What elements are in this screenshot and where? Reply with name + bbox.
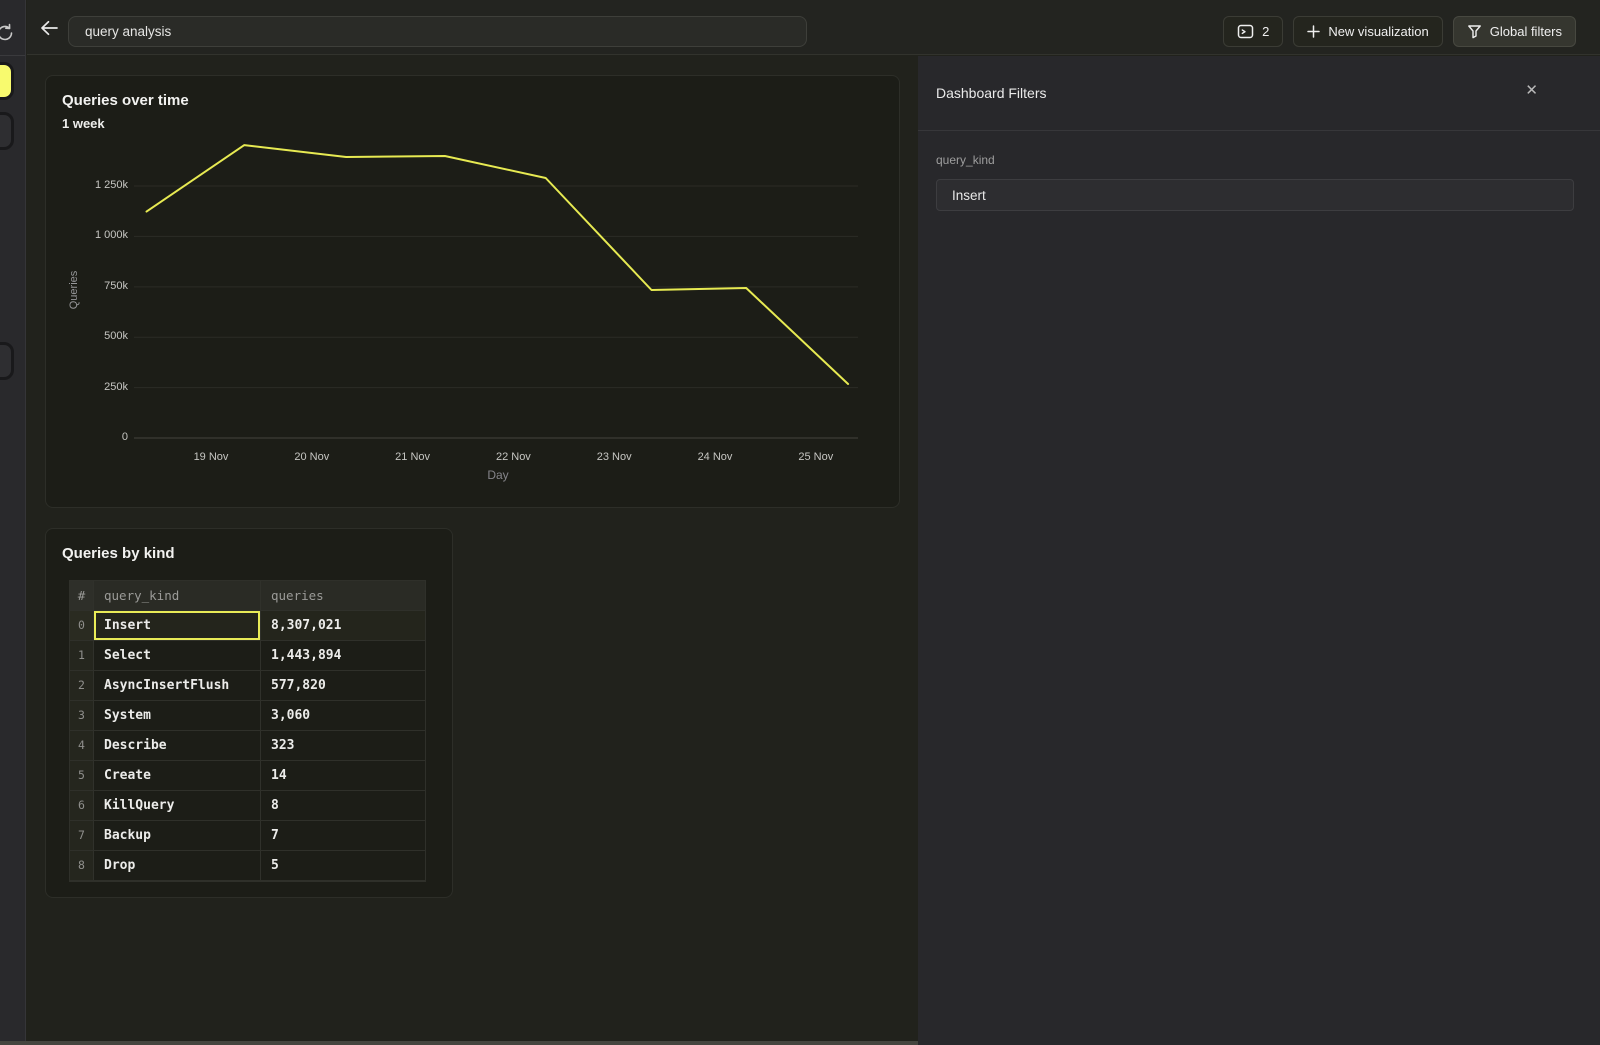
refresh-icon[interactable] [0,22,16,44]
y-tick: 500k [46,330,128,342]
queries-by-kind-table: #query_kindqueries 0Insert8,307,0211Sele… [69,580,426,882]
bottom-edge [0,1041,918,1045]
queries-line-chart [134,131,858,438]
row-index: 8 [70,851,94,881]
series-queries [147,145,849,384]
back-button[interactable] [37,16,61,40]
row-index: 1 [70,641,94,671]
chart-title: Queries over time [62,92,189,109]
table-row: 2AsyncInsertFlush577,820 [70,671,425,701]
row-index: 0 [70,611,94,641]
table-cell[interactable]: 14 [261,761,425,791]
table-cell[interactable]: Describe [94,731,261,761]
x-tick: 19 Nov [176,451,246,463]
topbar: 2 New visualization Global filters [27,0,1600,55]
topbar-actions: 2 New visualization Global filters [1223,16,1576,47]
table-row: 6KillQuery8 [70,791,425,821]
row-index: 7 [70,821,94,851]
table-cell[interactable]: Backup [94,821,261,851]
close-icon[interactable]: ✕ [1525,83,1538,99]
new-visualization-label: New visualization [1328,24,1428,39]
table-row: 1Select1,443,894 [70,641,425,671]
table-cell[interactable]: 8,307,021 [261,611,425,641]
funnel-icon [1467,24,1482,39]
table-body: 0Insert8,307,0211Select1,443,8942AsyncIn… [70,611,425,881]
chart-card: Queries over time 1 week Queries 0250k50… [45,75,900,508]
chart-subtitle: 1 week [62,116,105,131]
y-tick: 1 250k [46,179,128,191]
x-tick: 23 Nov [579,451,649,463]
table-row: 4Describe323 [70,731,425,761]
filter-value-input[interactable] [936,179,1574,211]
table-cell[interactable]: 323 [261,731,425,761]
table-cell[interactable]: Select [94,641,261,671]
x-tick: 22 Nov [478,451,548,463]
filters-panel-title: Dashboard Filters [936,85,1047,101]
table-cell[interactable]: Drop [94,851,261,881]
table-cell[interactable]: 7 [261,821,425,851]
table-cell[interactable]: 577,820 [261,671,425,701]
x-tick: 25 Nov [781,451,851,463]
new-visualization-button[interactable]: New visualization [1293,16,1442,47]
app-root: 2 New visualization Global filters Queri… [0,0,1600,1045]
table-row: 5Create14 [70,761,425,791]
table-row: 3System3,060 [70,701,425,731]
table-cell[interactable]: 5 [261,851,425,881]
sidebar-dashboard-tab-active[interactable] [0,62,14,100]
table-cell[interactable]: Insert [94,611,261,641]
sidebar-divider [0,55,26,56]
table-cell[interactable]: 3,060 [261,701,425,731]
row-index: 6 [70,791,94,821]
table-title: Queries by kind [62,545,175,562]
row-index: 5 [70,761,94,791]
plus-icon [1307,25,1320,38]
row-index: 4 [70,731,94,761]
column-header: queries [261,581,425,611]
filter-field-label: query_kind [936,153,995,167]
table-header-row: #query_kindqueries [70,581,425,611]
table-row: 7Backup7 [70,821,425,851]
table-cell[interactable]: Create [94,761,261,791]
sidebar-dashboard-tab[interactable] [0,112,14,150]
table-cell[interactable]: AsyncInsertFlush [94,671,261,701]
column-header: # [70,581,94,611]
x-tick: 24 Nov [680,451,750,463]
table-card: Queries by kind #query_kindqueries 0Inse… [45,528,453,898]
visualization-icon [1237,24,1254,39]
dashboard-title-input[interactable] [68,16,807,47]
row-index: 2 [70,671,94,701]
y-tick: 1 000k [46,229,128,241]
y-tick: 0 [46,431,128,443]
visualization-count-button[interactable]: 2 [1223,16,1283,47]
global-filters-button[interactable]: Global filters [1453,16,1576,47]
sidebar [0,0,26,1045]
table-row: 8Drop5 [70,851,425,881]
table-cell[interactable]: 8 [261,791,425,821]
global-filters-label: Global filters [1490,24,1562,39]
arrow-left-icon [39,20,59,36]
y-tick: 250k [46,381,128,393]
table-row: 0Insert8,307,021 [70,611,425,641]
y-tick: 750k [46,280,128,292]
table-cell[interactable]: KillQuery [94,791,261,821]
column-header: query_kind [94,581,261,611]
x-tick: 21 Nov [378,451,448,463]
sidebar-dashboard-tab[interactable] [0,342,14,380]
table-cell[interactable]: System [94,701,261,731]
dashboard-filters-panel: Dashboard Filters ✕ query_kind [918,56,1600,1045]
filters-panel-divider [918,130,1600,131]
visualization-count: 2 [1262,24,1269,39]
row-index: 3 [70,701,94,731]
x-axis-label: Day [458,468,538,482]
table-cell[interactable]: 1,443,894 [261,641,425,671]
x-tick: 20 Nov [277,451,347,463]
